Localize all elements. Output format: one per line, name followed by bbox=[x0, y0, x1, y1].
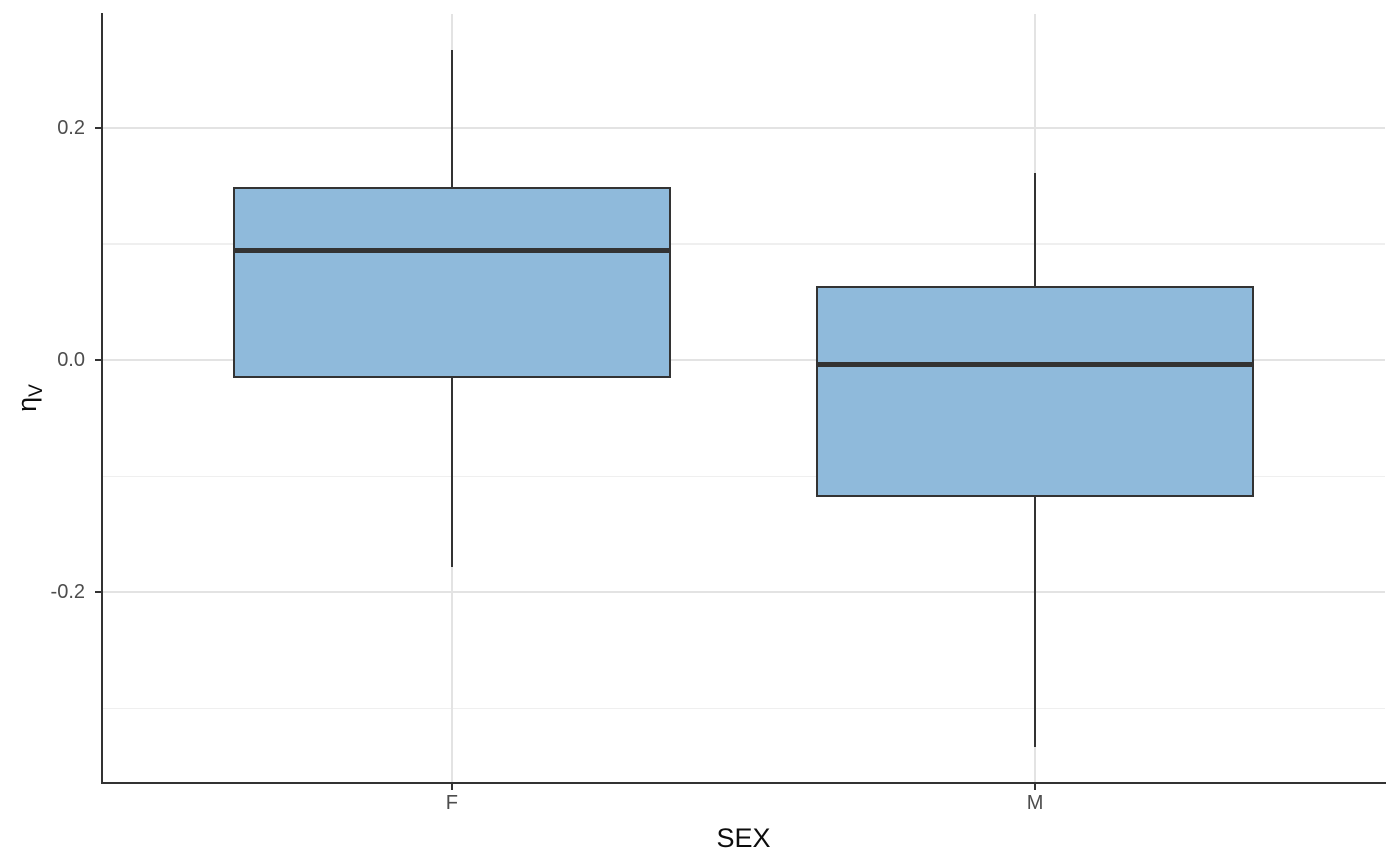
x-axis-title: SEX bbox=[716, 823, 771, 853]
box-M bbox=[816, 285, 1254, 498]
x-tick-mark bbox=[1034, 783, 1037, 790]
whisker-upper bbox=[1033, 173, 1037, 287]
y-tick-label: -0.2 bbox=[50, 581, 85, 604]
x-tick-label: M bbox=[1026, 792, 1044, 814]
gridline-minor bbox=[102, 475, 1385, 478]
y-axis-title: ηV bbox=[12, 384, 48, 412]
median-line-M bbox=[816, 362, 1254, 368]
median-line-F bbox=[233, 248, 671, 254]
gridline-major bbox=[102, 126, 1385, 129]
y-tick-label: 0.0 bbox=[57, 349, 85, 372]
y-axis-line bbox=[101, 13, 103, 784]
y-tick-mark bbox=[95, 591, 102, 594]
whisker-lower bbox=[450, 376, 454, 567]
x-tick-mark bbox=[450, 783, 453, 790]
y-tick-mark bbox=[95, 126, 102, 129]
x-axis-line bbox=[101, 782, 1386, 784]
gridline-minor bbox=[102, 243, 1385, 245]
y-tick-mark bbox=[95, 359, 102, 362]
gridline-major bbox=[102, 591, 1385, 594]
x-tick-label: F bbox=[445, 792, 459, 814]
y-axis-title-base: η bbox=[11, 396, 42, 412]
whisker-lower bbox=[1033, 496, 1037, 747]
whisker-upper bbox=[450, 50, 454, 189]
y-tick-label: 0.2 bbox=[57, 116, 85, 139]
gridline-minor bbox=[102, 707, 1385, 710]
y-axis-title-subscript: V bbox=[26, 384, 48, 397]
gridline-major bbox=[102, 359, 1385, 362]
box-F bbox=[233, 186, 671, 378]
